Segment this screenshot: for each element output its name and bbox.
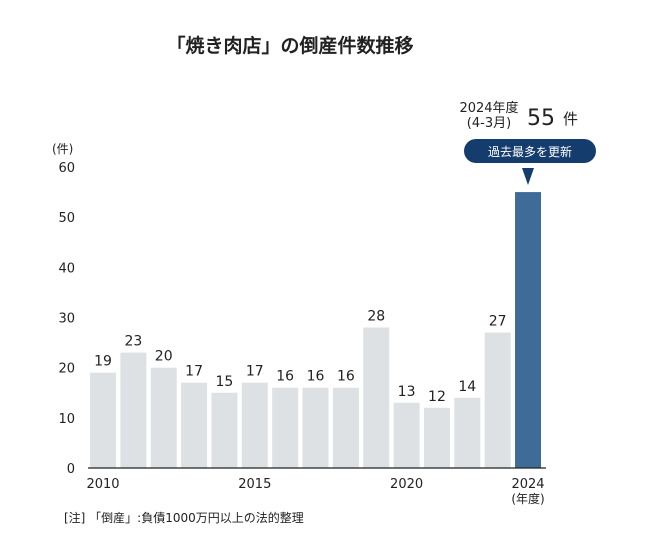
bar-2018 xyxy=(332,387,359,468)
pointer-arrow-icon xyxy=(522,168,534,185)
data-label-2021: 12 xyxy=(428,389,446,405)
data-label-2016: 16 xyxy=(276,369,294,385)
y-tick-label: 60 xyxy=(58,161,75,176)
data-label-2010: 19 xyxy=(94,354,112,370)
bar-2010 xyxy=(90,372,116,468)
data-label-2013: 17 xyxy=(185,364,203,380)
bar-2011 xyxy=(120,352,147,468)
data-label-2015: 17 xyxy=(246,364,264,380)
bar-2013 xyxy=(181,382,208,468)
bar-2015 xyxy=(241,382,268,468)
data-label-2012: 20 xyxy=(155,349,173,365)
x-axis-label: (年度) xyxy=(511,491,544,506)
bar-2024 xyxy=(515,192,542,469)
bar-2021 xyxy=(423,407,450,468)
bar-2019 xyxy=(363,327,390,468)
y-tick-label: 30 xyxy=(58,312,75,327)
data-label-2018: 16 xyxy=(337,369,355,385)
annotation-unit: 件 xyxy=(563,110,578,128)
bar-2017 xyxy=(302,387,329,468)
y-axis-label: (件) xyxy=(52,142,73,156)
data-label-2011: 23 xyxy=(124,334,142,350)
y-tick-label: 0 xyxy=(67,462,75,477)
record-badge xyxy=(464,139,596,163)
data-label-2020: 13 xyxy=(398,384,416,400)
x-tick-label: 2015 xyxy=(238,477,271,492)
data-label-2022: 14 xyxy=(458,379,476,395)
y-tick-label: 20 xyxy=(58,362,75,377)
y-tick-label: 40 xyxy=(58,261,75,276)
annotation-period-months: (4-3月) xyxy=(467,116,511,131)
data-label-2023: 27 xyxy=(489,314,507,330)
y-tick-label: 10 xyxy=(58,412,75,427)
bar-2012 xyxy=(150,367,177,468)
y-tick-label: 50 xyxy=(58,211,75,226)
x-tick-label: 2024 xyxy=(511,477,544,492)
x-tick-label: 2020 xyxy=(390,477,423,492)
annotation-period: 2024年度 xyxy=(459,100,518,116)
record-annotation: 2024年度 (4-3月) 55 件 過去最多を更新 xyxy=(459,100,596,185)
data-label-2017: 16 xyxy=(307,369,325,385)
data-label-2019: 28 xyxy=(367,309,385,325)
record-badge-text: 過去最多を更新 xyxy=(488,144,572,159)
data-label-2014: 15 xyxy=(216,374,234,390)
bar-2020 xyxy=(393,402,420,468)
footnote: [注] 「倒産」:負債1000万円以上の法的整理 xyxy=(64,510,304,525)
annotation-value: 55 xyxy=(527,106,555,131)
bar-2014 xyxy=(211,392,238,468)
bar-2023 xyxy=(484,332,511,468)
bar-2022 xyxy=(454,397,481,468)
chart-title: 「焼き肉店」の倒産件数推移 xyxy=(166,34,413,57)
x-tick-label: 2010 xyxy=(86,477,119,492)
bar-2016 xyxy=(272,387,299,468)
